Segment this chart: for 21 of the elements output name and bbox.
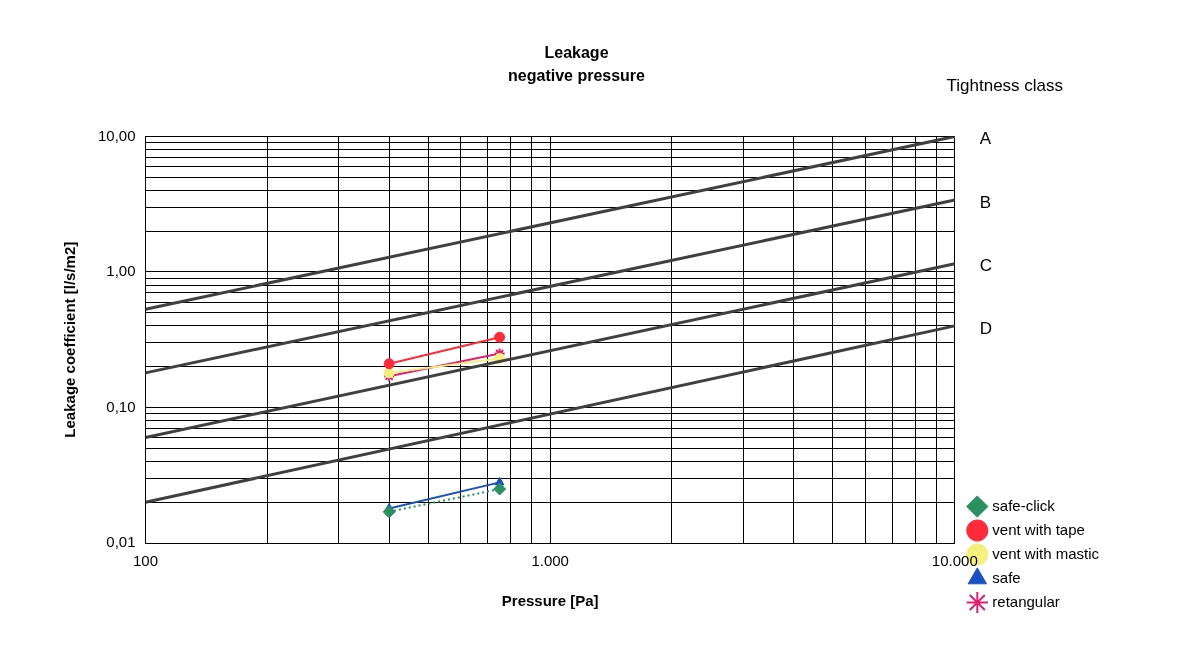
legend-label: vent with mastic — [992, 544, 1100, 562]
series-label: D — [979, 318, 993, 338]
series-label: C — [979, 256, 993, 276]
series-label: A — [979, 129, 992, 149]
y-tick-label: 0,10 — [106, 397, 136, 415]
legend-label: vent with tape — [992, 520, 1085, 538]
y-tick-label: 1,00 — [106, 262, 136, 280]
legend-label: safe-click — [992, 496, 1056, 514]
chart-subtitle: negative pressure — [508, 67, 646, 85]
text: Tightness class — [946, 76, 1064, 96]
series-label: B — [979, 192, 992, 212]
x-tick-label: 100 — [133, 552, 159, 570]
y-tick-label: 10,00 — [97, 126, 136, 144]
chart-title: Leakage — [544, 44, 609, 62]
y-tick-label: 0,01 — [106, 533, 136, 551]
x-tick-label: 10.000 — [931, 552, 978, 570]
legend-label: safe — [992, 568, 1021, 586]
x-tick-label: 1.000 — [531, 552, 569, 570]
x-axis-title: Pressure [Pa] — [501, 592, 599, 610]
legend-label: retangular — [992, 592, 1060, 610]
y-axis-title: Leakage coefficient [l/s/m2] — [61, 241, 79, 438]
